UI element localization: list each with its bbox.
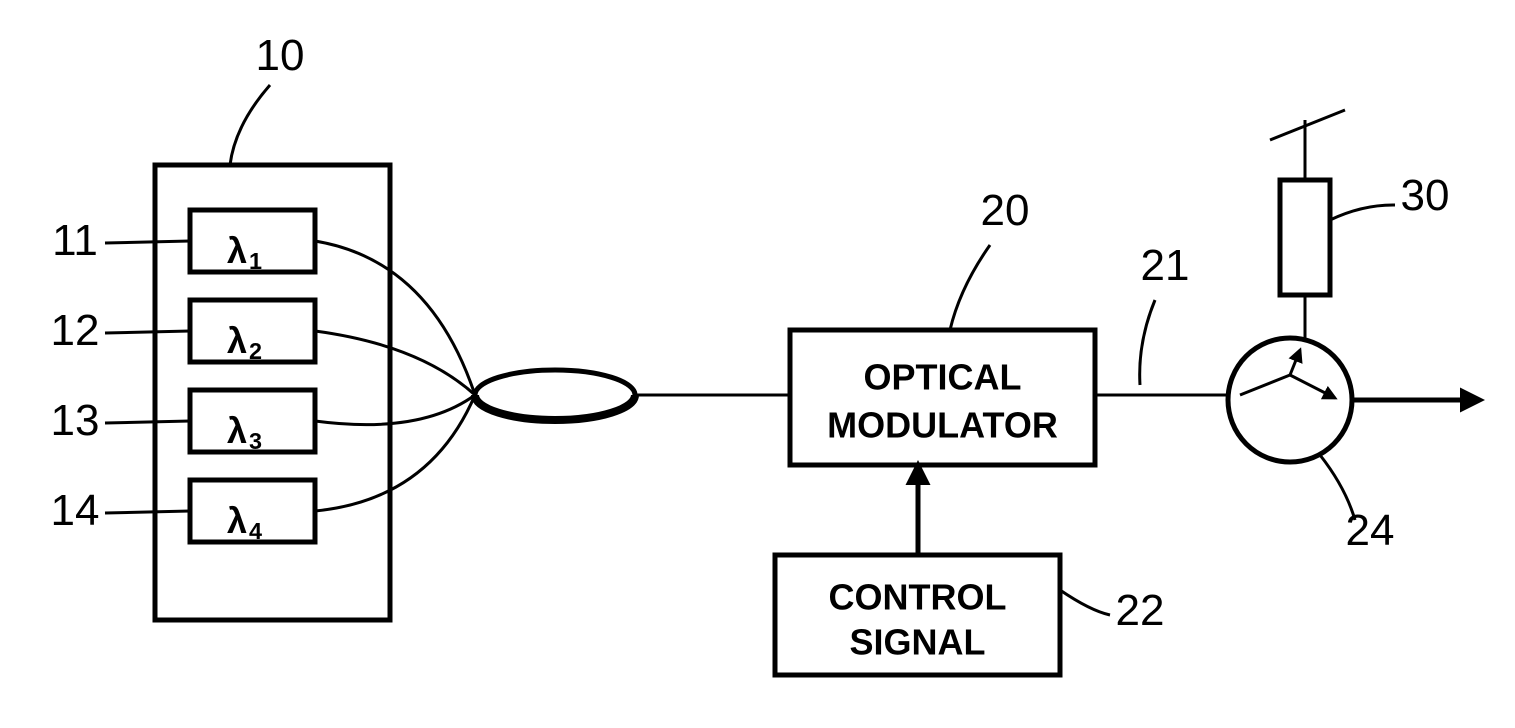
leader-11 (105, 241, 190, 243)
control-label-line-2: SIGNAL (849, 622, 985, 663)
leader-12 (105, 331, 190, 333)
lambda-label-4: λ4 (227, 500, 262, 545)
combiner-ellipse-shadow (475, 395, 635, 420)
circulator-internal-left (1240, 375, 1290, 395)
ref-label-14: 14 (51, 486, 100, 535)
leader-13 (105, 421, 190, 423)
ref-label-30: 30 (1401, 171, 1450, 220)
ref-label-21: 21 (1141, 241, 1190, 290)
fiber-lambda-3 (315, 395, 475, 425)
filter-slash (1270, 110, 1345, 140)
ref-label-13: 13 (51, 396, 100, 445)
ref-label-11: 11 (52, 216, 98, 265)
filter-box (1280, 180, 1330, 295)
lambda-label-2: λ2 (227, 320, 262, 365)
ref-label-20: 20 (981, 186, 1030, 235)
ref-label-24: 24 (1346, 506, 1395, 555)
leader-14 (105, 511, 190, 513)
modulator-label-line-1: OPTICAL (864, 357, 1022, 398)
circulator-circle (1228, 338, 1352, 462)
lambda-label-1: λ1 (227, 230, 262, 275)
leader-20 (950, 245, 990, 330)
ref-label-12: 12 (51, 306, 100, 355)
circulator-internal-right (1290, 375, 1335, 398)
leader-22 (1060, 590, 1110, 615)
control-label-line-1: CONTROL (829, 577, 1007, 618)
fiber-lambda-4 (315, 395, 475, 511)
leader-10 (230, 85, 270, 165)
fiber-lambda-1 (315, 241, 475, 395)
leader-30 (1330, 205, 1395, 220)
ref-label-22: 22 (1116, 586, 1165, 635)
leader-21 (1140, 300, 1155, 385)
circulator-internal-up (1290, 350, 1300, 375)
modulator-label-line-2: MODULATOR (827, 405, 1058, 446)
lambda-label-3: λ3 (227, 410, 262, 455)
ref-label-10: 10 (256, 31, 305, 80)
